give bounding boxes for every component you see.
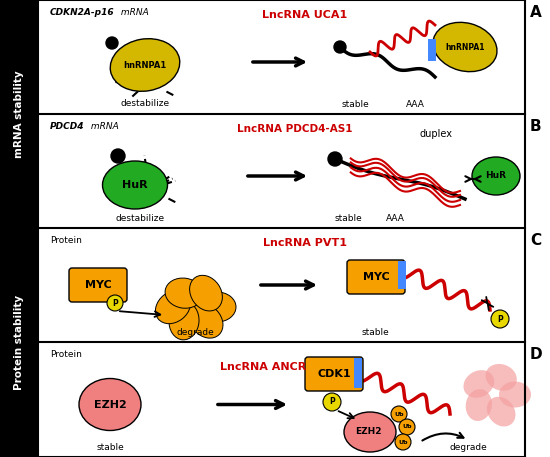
- Text: degrade: degrade: [176, 328, 214, 337]
- Circle shape: [328, 152, 342, 166]
- Ellipse shape: [472, 157, 520, 195]
- Text: Ub: Ub: [394, 411, 404, 416]
- Text: stable: stable: [96, 443, 124, 452]
- Text: LncRNA PVT1: LncRNA PVT1: [263, 238, 347, 248]
- Bar: [0, 228, 38, 457]
- Circle shape: [334, 41, 346, 53]
- Circle shape: [111, 149, 125, 163]
- Circle shape: [399, 419, 415, 435]
- Text: Protein stability: Protein stability: [14, 294, 24, 389]
- Circle shape: [491, 310, 509, 328]
- Text: CDKN2A-p16: CDKN2A-p16: [50, 8, 114, 17]
- Text: stable: stable: [334, 214, 362, 223]
- Text: P: P: [497, 314, 503, 324]
- Text: PDCD4: PDCD4: [50, 122, 85, 131]
- Text: Protein: Protein: [50, 350, 82, 359]
- Text: LncRNA ANCR: LncRNA ANCR: [220, 362, 306, 372]
- Bar: [354, 358, 362, 388]
- Ellipse shape: [198, 292, 236, 322]
- Ellipse shape: [79, 378, 141, 430]
- Text: LncRNA UCA1: LncRNA UCA1: [262, 10, 348, 20]
- Text: P: P: [329, 398, 335, 406]
- Text: EZH2: EZH2: [94, 399, 126, 409]
- Bar: [398, 261, 406, 289]
- Bar: [0, 0, 38, 228]
- Circle shape: [323, 393, 341, 411]
- Ellipse shape: [165, 278, 203, 308]
- Text: B: B: [530, 119, 542, 134]
- Ellipse shape: [499, 382, 531, 408]
- FancyBboxPatch shape: [305, 357, 363, 391]
- Text: mRNA: mRNA: [88, 122, 119, 131]
- Text: AAA: AAA: [386, 214, 404, 223]
- Text: hnRNPA1: hnRNPA1: [446, 43, 485, 52]
- Text: degrade: degrade: [449, 443, 487, 452]
- Ellipse shape: [190, 275, 222, 311]
- Ellipse shape: [169, 302, 199, 340]
- Ellipse shape: [464, 370, 494, 398]
- Text: CDK1: CDK1: [317, 369, 351, 379]
- Text: LncRNA PDCD4-AS1: LncRNA PDCD4-AS1: [237, 124, 353, 134]
- Text: HuR: HuR: [122, 180, 148, 190]
- Text: AAA: AAA: [405, 100, 425, 109]
- Ellipse shape: [344, 412, 396, 452]
- Text: MYC: MYC: [85, 280, 111, 290]
- FancyBboxPatch shape: [347, 260, 405, 294]
- Text: EZH2: EZH2: [355, 427, 381, 436]
- Text: stable: stable: [341, 100, 369, 109]
- Text: destabilize: destabilize: [120, 99, 169, 108]
- Ellipse shape: [156, 290, 190, 324]
- Ellipse shape: [433, 22, 497, 72]
- Text: mRNA: mRNA: [118, 8, 148, 17]
- Text: C: C: [530, 233, 541, 248]
- Text: stable: stable: [361, 328, 389, 337]
- Bar: [428, 39, 436, 61]
- Text: MYC: MYC: [362, 272, 389, 282]
- Circle shape: [106, 37, 118, 49]
- Text: HuR: HuR: [486, 171, 507, 181]
- Circle shape: [107, 295, 123, 311]
- Ellipse shape: [466, 389, 492, 421]
- Ellipse shape: [189, 303, 223, 338]
- Ellipse shape: [110, 39, 180, 91]
- Text: Ub: Ub: [402, 425, 412, 430]
- Text: P: P: [112, 298, 118, 308]
- Text: A: A: [530, 5, 542, 20]
- Text: destabilize: destabilize: [116, 214, 164, 223]
- FancyBboxPatch shape: [69, 268, 127, 302]
- Circle shape: [391, 406, 407, 422]
- Text: D: D: [530, 347, 543, 362]
- Ellipse shape: [486, 364, 517, 391]
- Text: Ub: Ub: [398, 440, 408, 445]
- Ellipse shape: [102, 161, 168, 209]
- Text: hnRNPA1: hnRNPA1: [123, 60, 167, 69]
- Text: Protein: Protein: [50, 236, 82, 245]
- Text: mRNA stability: mRNA stability: [14, 70, 24, 158]
- Circle shape: [395, 434, 411, 450]
- Text: duplex: duplex: [420, 129, 453, 139]
- Ellipse shape: [487, 397, 515, 426]
